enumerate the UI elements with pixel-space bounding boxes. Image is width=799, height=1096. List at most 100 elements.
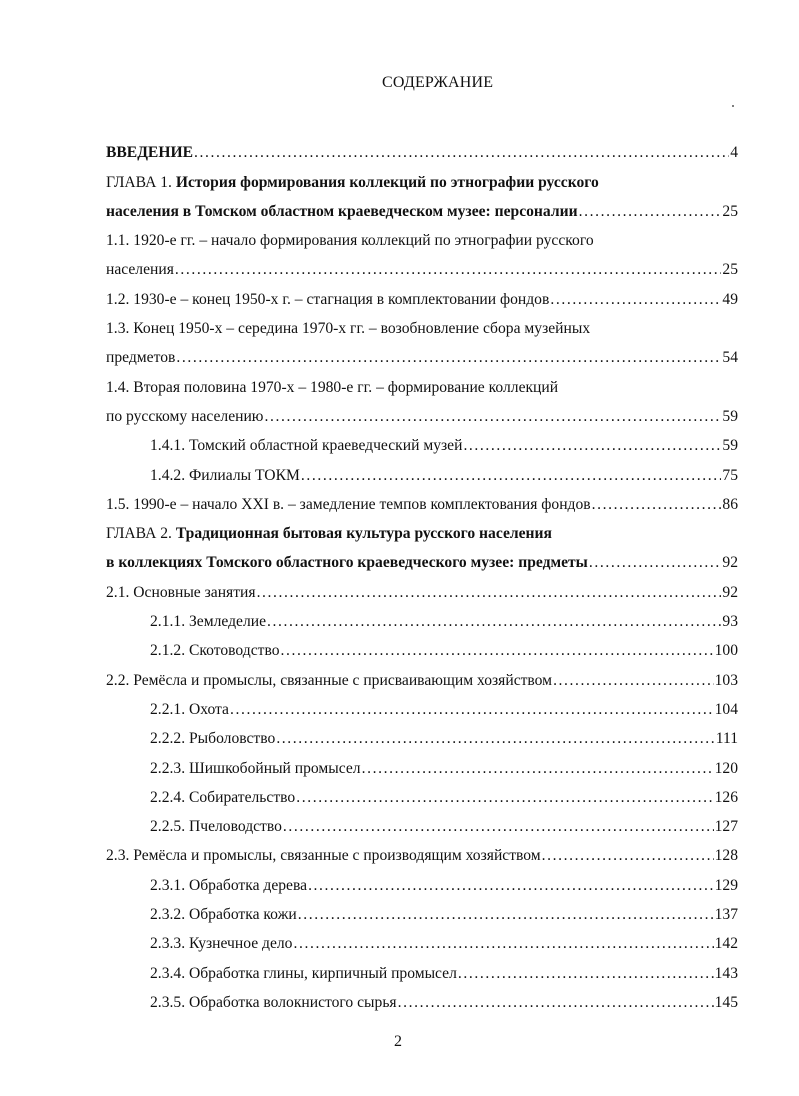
dot-leader: [553, 671, 714, 691]
toc-page-number: 111: [715, 730, 738, 748]
dot-leader: [463, 436, 721, 456]
toc-entry: 1.5. 1990-е – начало XXI в. – замедление…: [106, 486, 738, 515]
page-number: 2: [394, 1033, 402, 1050]
toc-entry-title: 2.1. Основные занятия: [106, 583, 256, 601]
toc-page-number: 4: [730, 144, 738, 162]
toc-entry: 2.3.2. Обработка кожи 137: [106, 896, 738, 925]
dot-leader: [362, 759, 714, 779]
toc-entry-text: 1.1. 1920-е гг. – начало формирования ко…: [106, 231, 594, 251]
toc-entry-text: 2.3.4. Обработка глины, кирпичный промыс…: [150, 964, 457, 984]
toc-entry-text: 2.2.3. Шишкобойный промысел: [150, 759, 361, 779]
toc-entry-title: 2.3.3. Кузнечное дело: [150, 935, 293, 953]
toc-entry: 2.2.2. Рыболовство 111: [106, 720, 738, 749]
dot-leader: [283, 817, 714, 837]
toc-page-number: 59: [722, 407, 738, 425]
toc-entry: 2.3.3. Кузнечное дело 142: [106, 925, 738, 954]
toc-entry-text: 2.3.3. Кузнечное дело: [150, 934, 292, 954]
toc-entry-title: 2.2.5. Пчеловодство: [150, 818, 282, 836]
toc-entry: 2.2.5. Пчеловодство 127: [106, 808, 738, 837]
toc-entry-title: 1.3. Конец 1950-х – середина 1970-х гг. …: [106, 320, 591, 338]
toc-entry-text: 2.2. Ремёсла и промыслы, связанные с при…: [106, 671, 552, 691]
toc-entry: 1.2. 1930-е – конец 1950-х г. – стагнаци…: [106, 280, 738, 309]
toc-entry-text: предметов: [106, 348, 175, 368]
toc-entry: 2.3. Ремёсла и промыслы, связанные с про…: [106, 837, 738, 866]
toc-page-number: 93: [722, 613, 738, 631]
toc-entry-title: 2.2. Ремёсла и промыслы, связанные с при…: [106, 671, 553, 689]
toc-entry-text: в коллекциях Томского областного краевед…: [106, 553, 588, 573]
dot-leader: [550, 290, 721, 310]
toc-entry-text: 2.3.5. Обработка волокнистого сырья: [150, 993, 397, 1013]
toc-page-number: 126: [714, 788, 738, 806]
toc-entry-title: 2.3.4. Обработка глины, кирпичный промыс…: [150, 964, 457, 982]
toc-entry-title: в коллекциях Томского областного краевед…: [106, 554, 588, 572]
toc-page-number: 142: [714, 935, 738, 953]
toc-entry-title: 2.3.1. Обработка дерева: [150, 876, 308, 894]
toc-page-number: 127: [714, 818, 738, 836]
toc-entry: населения 25: [106, 251, 738, 280]
dot-leader: [194, 143, 729, 163]
toc-entry: 2.3.1. Обработка дерева 129: [106, 866, 738, 895]
toc-page-number: 59: [722, 437, 738, 455]
toc-entry-title: населения в Томском областном краеведчес…: [106, 202, 578, 220]
toc-entry: в коллекциях Томского областного краевед…: [106, 544, 738, 573]
toc-entry: 2.3.4. Обработка глины, кирпичный промыс…: [106, 954, 738, 983]
dot-leader: [276, 729, 714, 749]
toc-entry-text: 2.3. Ремёсла и промыслы, связанные с про…: [106, 846, 541, 866]
toc-entry-text: 2.2.2. Рыболовство: [150, 729, 275, 749]
dot-leader: [267, 612, 721, 632]
toc-entry-title: Традиционная бытовая культура русского н…: [175, 525, 552, 543]
toc-entry-title: 2.2.1. Охота: [150, 700, 229, 718]
dot-leader: [176, 348, 721, 368]
toc-entry-title: 2.3.2. Обработка кожи: [150, 906, 297, 924]
toc-page-number: 145: [714, 993, 738, 1011]
toc-entry-text: 2.2.4. Собирательство: [150, 788, 295, 808]
toc-entry: ГЛАВА 2. Традиционная бытовая культура р…: [106, 515, 738, 544]
toc-entry-title: 2.2.3. Шишкобойный промысел: [150, 759, 361, 777]
dot-leader: [579, 202, 722, 222]
toc-entry-text: 1.5. 1990-е – начало XXI в. – замедление…: [106, 495, 591, 515]
toc-entry-title: ВВЕДЕНИЕ: [106, 144, 193, 162]
toc-entry: 2.3.5. Обработка волокнистого сырья 145: [106, 984, 738, 1013]
toc-page-number: 128: [714, 847, 738, 865]
toc-page-number: 120: [714, 759, 738, 777]
toc-entry-text: 2.3.1. Обработка дерева: [150, 876, 307, 896]
toc-entry-text: 2.1.2. Скотоводство: [150, 641, 280, 661]
toc-entry-text: населения в Томском областном краеведчес…: [106, 202, 578, 222]
dot-leader: [296, 788, 713, 808]
dot-leader: [264, 407, 721, 427]
dot-leader: [308, 876, 714, 896]
toc-page-number: 92: [722, 583, 738, 601]
dot-leader: [230, 700, 714, 720]
toc-page-number: 104: [714, 700, 738, 718]
toc-entry-title: населения: [106, 261, 174, 279]
dot-leader: [293, 934, 713, 954]
toc-entry-text: 2.2.5. Пчеловодство: [150, 817, 282, 837]
toc-page-number: 75: [722, 466, 738, 484]
toc-entry-title: 2.2.4. Собирательство: [150, 788, 296, 806]
toc-entry-title: 2.1.1. Земледелие: [150, 613, 266, 631]
toc-entry-title: 2.2.2. Рыболовство: [150, 730, 276, 748]
toc-entry-title: 1.4.2. Филиалы ТОКМ: [150, 466, 300, 484]
toc-page-number: 25: [722, 261, 738, 279]
toc-entry-title: 1.1. 1920-е гг. – начало формирования ко…: [106, 232, 594, 250]
toc-page-number: 49: [722, 290, 738, 308]
toc-entry-text: 2.2.1. Охота: [150, 700, 229, 720]
toc-entry: 1.4.2. Филиалы ТОКМ 75: [106, 456, 738, 485]
toc-entry-title: 2.1.2. Скотоводство: [150, 642, 280, 660]
toc-entry-title: 1.5. 1990-е – начало XXI в. – замедление…: [106, 495, 591, 513]
toc-entry-text: 1.4. Вторая половина 1970-х – 1980-е гг.…: [106, 378, 558, 398]
toc-page-number: 92: [722, 554, 738, 572]
table-of-contents: ВВЕДЕНИЕ 4 ГЛАВА 1. История формирования к…: [106, 134, 738, 1013]
toc-entry-text: 2.1. Основные занятия: [106, 583, 256, 603]
toc-page-number: 86: [722, 495, 738, 513]
toc-entry-title: 1.4.1. Томский областной краеведческий м…: [150, 437, 463, 455]
toc-entry-text: 1.4.2. Филиалы ТОКМ: [150, 466, 300, 486]
toc-entry-text: по русскому населению: [106, 407, 263, 427]
chapter-prefix: ГЛАВА 2.: [106, 525, 176, 543]
toc-page-number: 137: [714, 906, 738, 924]
toc-page-number: 143: [714, 964, 738, 982]
dot-leader: [592, 495, 722, 515]
toc-entry-title: 1.2. 1930-е – конец 1950-х г. – стагнаци…: [106, 290, 550, 308]
toc-entry: по русскому населению 59: [106, 398, 738, 427]
dot-leader: [458, 964, 714, 984]
